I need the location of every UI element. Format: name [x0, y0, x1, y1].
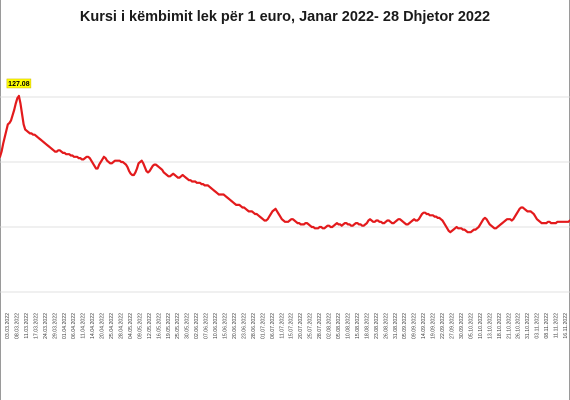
x-tick-label: 17.03.2022 — [33, 313, 39, 339]
x-tick-label: 14.09.2022 — [421, 313, 427, 339]
peak-annotation: 127.08 — [6, 78, 32, 89]
x-tick-label: 27.09.2022 — [450, 313, 456, 339]
x-tick-label: 25.07.2022 — [308, 313, 314, 339]
x-tick-label: 09.09.2022 — [412, 313, 418, 339]
x-tick-label: 16.11.2022 — [563, 313, 569, 339]
x-tick-label: 05.09.2022 — [402, 313, 408, 339]
x-axis-tick-labels: 03.03.2022 08.03.2022 11.03.2022 17.03.2022… — [5, 313, 569, 339]
x-tick-label: 25.05.2022 — [175, 313, 181, 339]
x-tick-label: 01.07.2022 — [260, 313, 266, 339]
x-tick-label: 30.09.2022 — [459, 313, 465, 339]
chart-title: Kursi i këmbimit lek për 1 euro, Janar 2… — [79, 9, 491, 25]
x-tick-label: 31.08.2022 — [393, 313, 399, 339]
x-tick-label: 13.10.2022 — [487, 313, 493, 339]
x-tick-label: 11.04.2022 — [81, 313, 87, 339]
x-tick-label: 04.05.2022 — [128, 313, 134, 339]
x-tick-label: 05.08.2022 — [336, 313, 342, 339]
x-tick-label: 09.05.2022 — [137, 313, 143, 339]
x-tick-label: 15.06.2022 — [223, 313, 229, 339]
x-tick-label: 22.09.2022 — [440, 313, 446, 339]
x-tick-label: 19.09.2022 — [431, 313, 437, 339]
x-tick-label: 07.06.2022 — [204, 313, 210, 339]
x-tick-label: 23.08.2022 — [374, 313, 380, 339]
peak-label-box — [6, 78, 32, 89]
x-tick-label: 18.10.2022 — [497, 313, 503, 339]
x-tick-label: 30.05.2022 — [185, 313, 191, 339]
x-tick-label: 03.03.2022 — [5, 313, 11, 339]
x-tick-label: 20.07.2022 — [298, 313, 304, 339]
x-tick-label: 10.10.2022 — [478, 313, 484, 339]
x-tick-label: 26.08.2022 — [383, 313, 389, 339]
x-tick-label: 25.04.2022 — [109, 313, 115, 339]
x-tick-label: 28.04.2022 — [118, 313, 124, 339]
x-tick-label: 06.07.2022 — [270, 313, 276, 339]
x-tick-label: 11.11.2022 — [554, 313, 560, 338]
x-tick-label: 10.06.2022 — [213, 313, 219, 339]
x-tick-label: 03.11.2022 — [535, 313, 541, 339]
x-tick-label: 26.10.2022 — [516, 313, 522, 339]
gridlines — [0, 96, 570, 293]
x-tick-label: 12.05.2022 — [147, 313, 153, 339]
x-tick-label: 15.08.2022 — [355, 313, 361, 339]
x-tick-label: 02.06.2022 — [194, 313, 200, 339]
x-tick-label: 20.06.2022 — [232, 313, 238, 339]
x-tick-label: 29.03.2022 — [52, 313, 58, 339]
peak-label: 127.08 — [8, 81, 30, 88]
series-line — [0, 94, 570, 234]
x-tick-label: 18.08.2022 — [364, 313, 370, 339]
x-tick-label: 11.03.2022 — [24, 313, 30, 339]
x-tick-label: 16.05.2022 — [156, 313, 162, 339]
x-tick-label: 14.04.2022 — [90, 313, 96, 339]
x-tick-label: 05.10.2022 — [468, 313, 474, 339]
x-tick-label: 21.10.2022 — [506, 313, 512, 339]
x-tick-label: 28.07.2022 — [317, 313, 323, 339]
x-tick-label: 15.07.2022 — [289, 313, 295, 339]
x-tick-label: 11.07.2022 — [279, 313, 285, 339]
x-tick-label: 24.03.2022 — [43, 313, 49, 339]
x-tick-label: 08.11.2022 — [544, 313, 550, 339]
x-tick-label: 01.04.2022 — [62, 313, 68, 339]
x-tick-label: 20.04.2022 — [100, 313, 106, 339]
x-tick-label: 31.10.2022 — [525, 313, 531, 339]
x-tick-label: 23.06.2022 — [241, 313, 247, 339]
x-tick-label: 08.03.2022 — [14, 313, 20, 339]
x-tick-label: 06.04.2022 — [71, 313, 77, 339]
x-tick-label: 19.05.2022 — [166, 313, 172, 339]
x-tick-label: 02.08.2022 — [327, 313, 333, 339]
x-tick-label: 10.08.2022 — [345, 313, 351, 339]
x-tick-label: 28.06.2022 — [251, 313, 257, 339]
